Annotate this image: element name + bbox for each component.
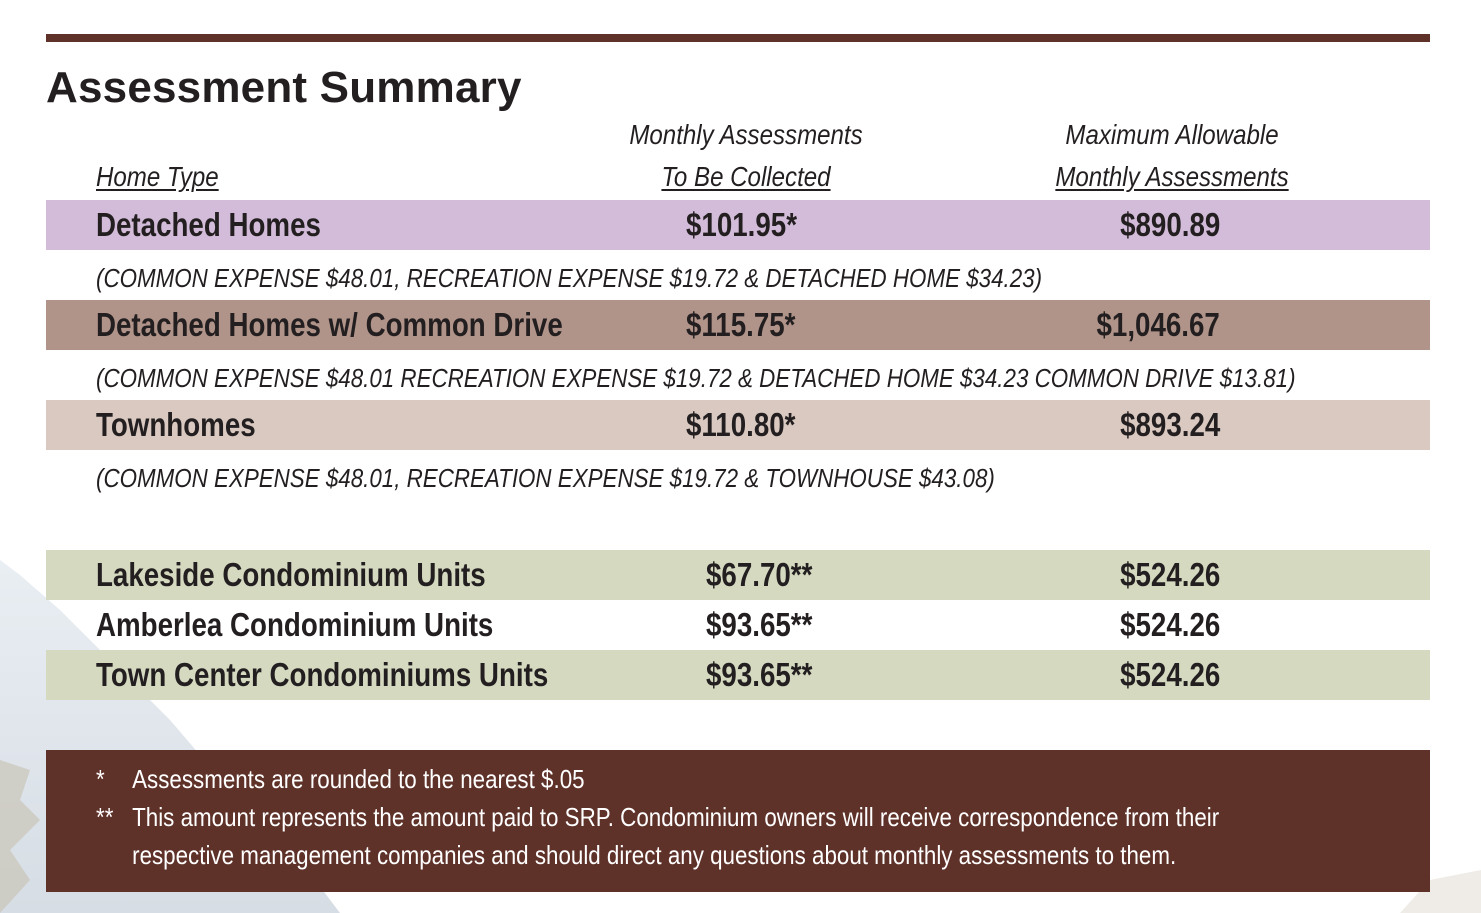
expense-breakdown-note: (COMMON EXPENSE $48.01 RECREATION EXPENS…: [96, 363, 1296, 393]
max-header-line1: Maximum Allowable: [1065, 119, 1279, 150]
expense-breakdown-note: (COMMON EXPENSE $48.01, RECREATION EXPEN…: [96, 463, 995, 493]
footnote-rounding: * Assessments are rounded to the nearest …: [96, 760, 585, 798]
table-row-amberlea-condominium: Amberlea Condominium Units $93.65** $524…: [46, 600, 1430, 650]
monthly-assessment-value: $115.75*: [686, 306, 796, 343]
monthly-assessment-value: $93.65**: [706, 606, 813, 643]
maximum-assessment-value: $524.26: [1119, 606, 1220, 643]
home-type-name: Detached Homes w/ Common Drive: [96, 306, 563, 343]
footnote-mark-double: **: [96, 802, 114, 832]
footnote-srp-continued: respective management companies and shou…: [96, 836, 1176, 874]
home-type-header: Home Type: [96, 156, 219, 198]
maximum-assessment-value: $1,046.67: [1096, 306, 1220, 343]
expense-breakdown-note: (COMMON EXPENSE $48.01, RECREATION EXPEN…: [96, 263, 1043, 293]
footnote-rounding-text: Assessments are rounded to the nearest $…: [132, 764, 585, 794]
monthly-assessment-value: $93.65**: [706, 656, 813, 693]
footnote-srp-text-line2: respective management companies and shou…: [132, 840, 1177, 870]
footnote-mark-single: *: [96, 764, 105, 794]
max-header-line2: Monthly Assessments: [1055, 161, 1289, 192]
table-row-lakeside-condominium: Lakeside Condominium Units $67.70** $524…: [46, 550, 1430, 600]
maximum-assessment-value: $524.26: [1119, 656, 1220, 693]
home-type-header-label: Home Type: [96, 161, 219, 192]
home-type-name: Town Center Condominiums Units: [96, 656, 549, 693]
page-title: Assessment Summary: [46, 63, 522, 112]
monthly-header-line1: Monthly Assessments: [629, 119, 863, 150]
monthly-assessment-value: $101.95*: [686, 206, 797, 243]
home-type-name: Lakeside Condominium Units: [96, 556, 486, 593]
table-row-detached-homes: Detached Homes $101.95* $890.89: [46, 200, 1430, 250]
home-type-name: Townhomes: [96, 406, 256, 443]
monthly-assessment-value: $67.70**: [706, 556, 813, 593]
maximum-assessment-value: $524.26: [1119, 556, 1220, 593]
home-type-name: Detached Homes: [96, 206, 321, 243]
home-type-name: Amberlea Condominium Units: [96, 606, 494, 643]
table-row-town-center-condominiums: Town Center Condominiums Units $93.65** …: [46, 650, 1430, 700]
maximum-allowable-header: Maximum Allowable Monthly Assessments: [1015, 114, 1328, 198]
footnote-srp-text-line1: This amount represents the amount paid t…: [132, 802, 1220, 832]
table-row-detached-common-drive: Detached Homes w/ Common Drive $115.75* …: [46, 300, 1430, 350]
table-row-townhomes: Townhomes $110.80* $893.24: [46, 400, 1430, 450]
maximum-assessment-value: $893.24: [1119, 406, 1220, 443]
footnote-srp: ** This amount represents the amount paid…: [96, 798, 1219, 836]
monthly-assessment-value: $110.80*: [686, 406, 796, 443]
maximum-assessment-value: $890.89: [1119, 206, 1220, 243]
top-rule: [46, 34, 1430, 42]
footnotes-panel: * Assessments are rounded to the nearest …: [46, 750, 1430, 892]
monthly-assessments-header: Monthly Assessments To Be Collected: [591, 114, 901, 198]
monthly-header-line2: To Be Collected: [661, 161, 831, 192]
